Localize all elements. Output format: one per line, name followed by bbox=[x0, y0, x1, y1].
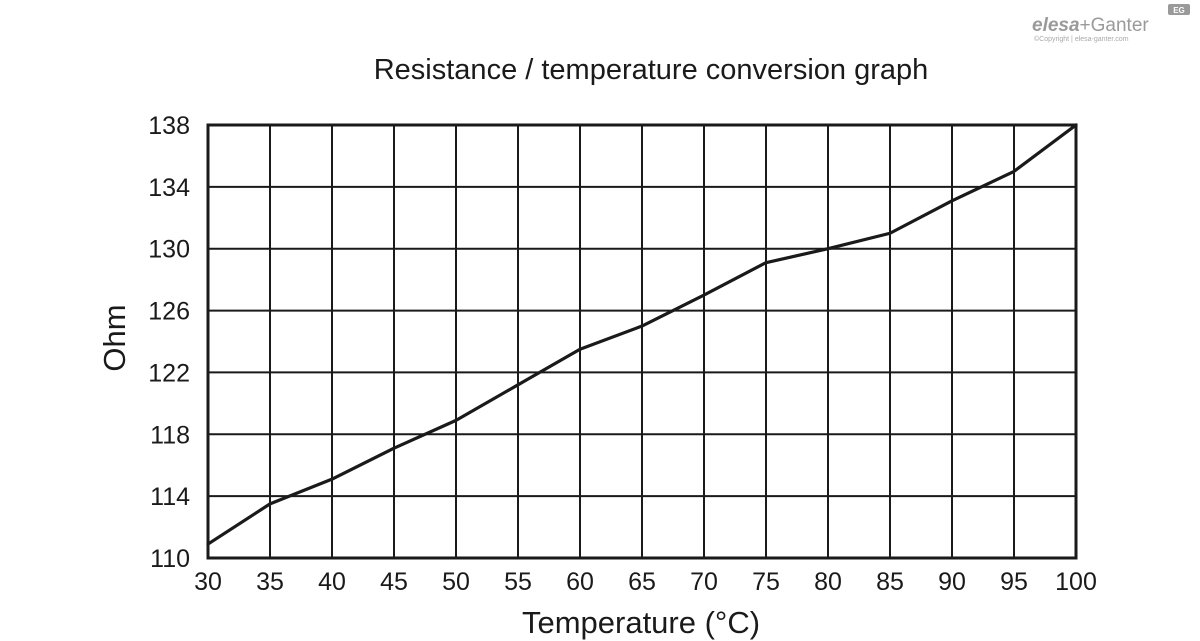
y-tick-label: 110 bbox=[150, 545, 190, 573]
x-tick-label: 35 bbox=[256, 568, 284, 596]
y-tick-label: 122 bbox=[148, 359, 190, 387]
x-tick-label: 60 bbox=[566, 568, 594, 596]
logo-badge-text: EG bbox=[1173, 6, 1185, 15]
x-tick-label: 100 bbox=[1055, 568, 1097, 596]
x-axis-label: Temperature (°C) bbox=[522, 605, 760, 640]
logo-badge-icon bbox=[1168, 4, 1190, 15]
x-tick-label: 80 bbox=[814, 568, 842, 596]
brand-logo: elesa+Ganter EG ©Copyright | elesa-gante… bbox=[1032, 4, 1190, 43]
x-tick-label: 45 bbox=[380, 568, 408, 596]
x-tick-label: 70 bbox=[690, 568, 718, 596]
x-tick-label: 30 bbox=[194, 568, 222, 596]
x-tick-label: 85 bbox=[876, 568, 904, 596]
logo-brand-part2: +Ganter bbox=[1080, 15, 1150, 36]
y-tick-label: 118 bbox=[150, 421, 190, 449]
series-line bbox=[206, 123, 1078, 546]
y-tick-label: 126 bbox=[148, 298, 190, 326]
y-tick-labels: 110 114 118 122 126 130 134 138 bbox=[148, 112, 190, 573]
logo-brand-part1: elesa bbox=[1032, 15, 1080, 36]
y-axis-label: Ohm bbox=[97, 304, 132, 371]
grid bbox=[207, 124, 1077, 559]
chart-title: Resistance / temperature conversion grap… bbox=[374, 54, 929, 86]
x-tick-label: 95 bbox=[1000, 568, 1028, 596]
x-tick-label: 90 bbox=[938, 568, 966, 596]
logo-wordmark: elesa+Ganter bbox=[1032, 15, 1149, 36]
x-tick-label: 55 bbox=[504, 568, 532, 596]
y-tick-label: 130 bbox=[148, 236, 190, 264]
y-tick-label: 138 bbox=[148, 112, 190, 140]
x-tick-labels: 30 35 40 45 50 55 60 65 70 75 80 85 90 95 100 bbox=[194, 568, 1097, 596]
y-tick-label: 114 bbox=[150, 483, 190, 511]
x-tick-label: 75 bbox=[752, 568, 780, 596]
y-tick-label: 134 bbox=[148, 174, 190, 202]
plot-frame bbox=[206, 123, 1078, 560]
logo-copyright: ©Copyright | elesa-ganter.com bbox=[1034, 35, 1129, 43]
x-tick-label: 50 bbox=[442, 568, 470, 596]
x-tick-label: 65 bbox=[628, 568, 656, 596]
x-tick-label: 40 bbox=[318, 568, 346, 596]
